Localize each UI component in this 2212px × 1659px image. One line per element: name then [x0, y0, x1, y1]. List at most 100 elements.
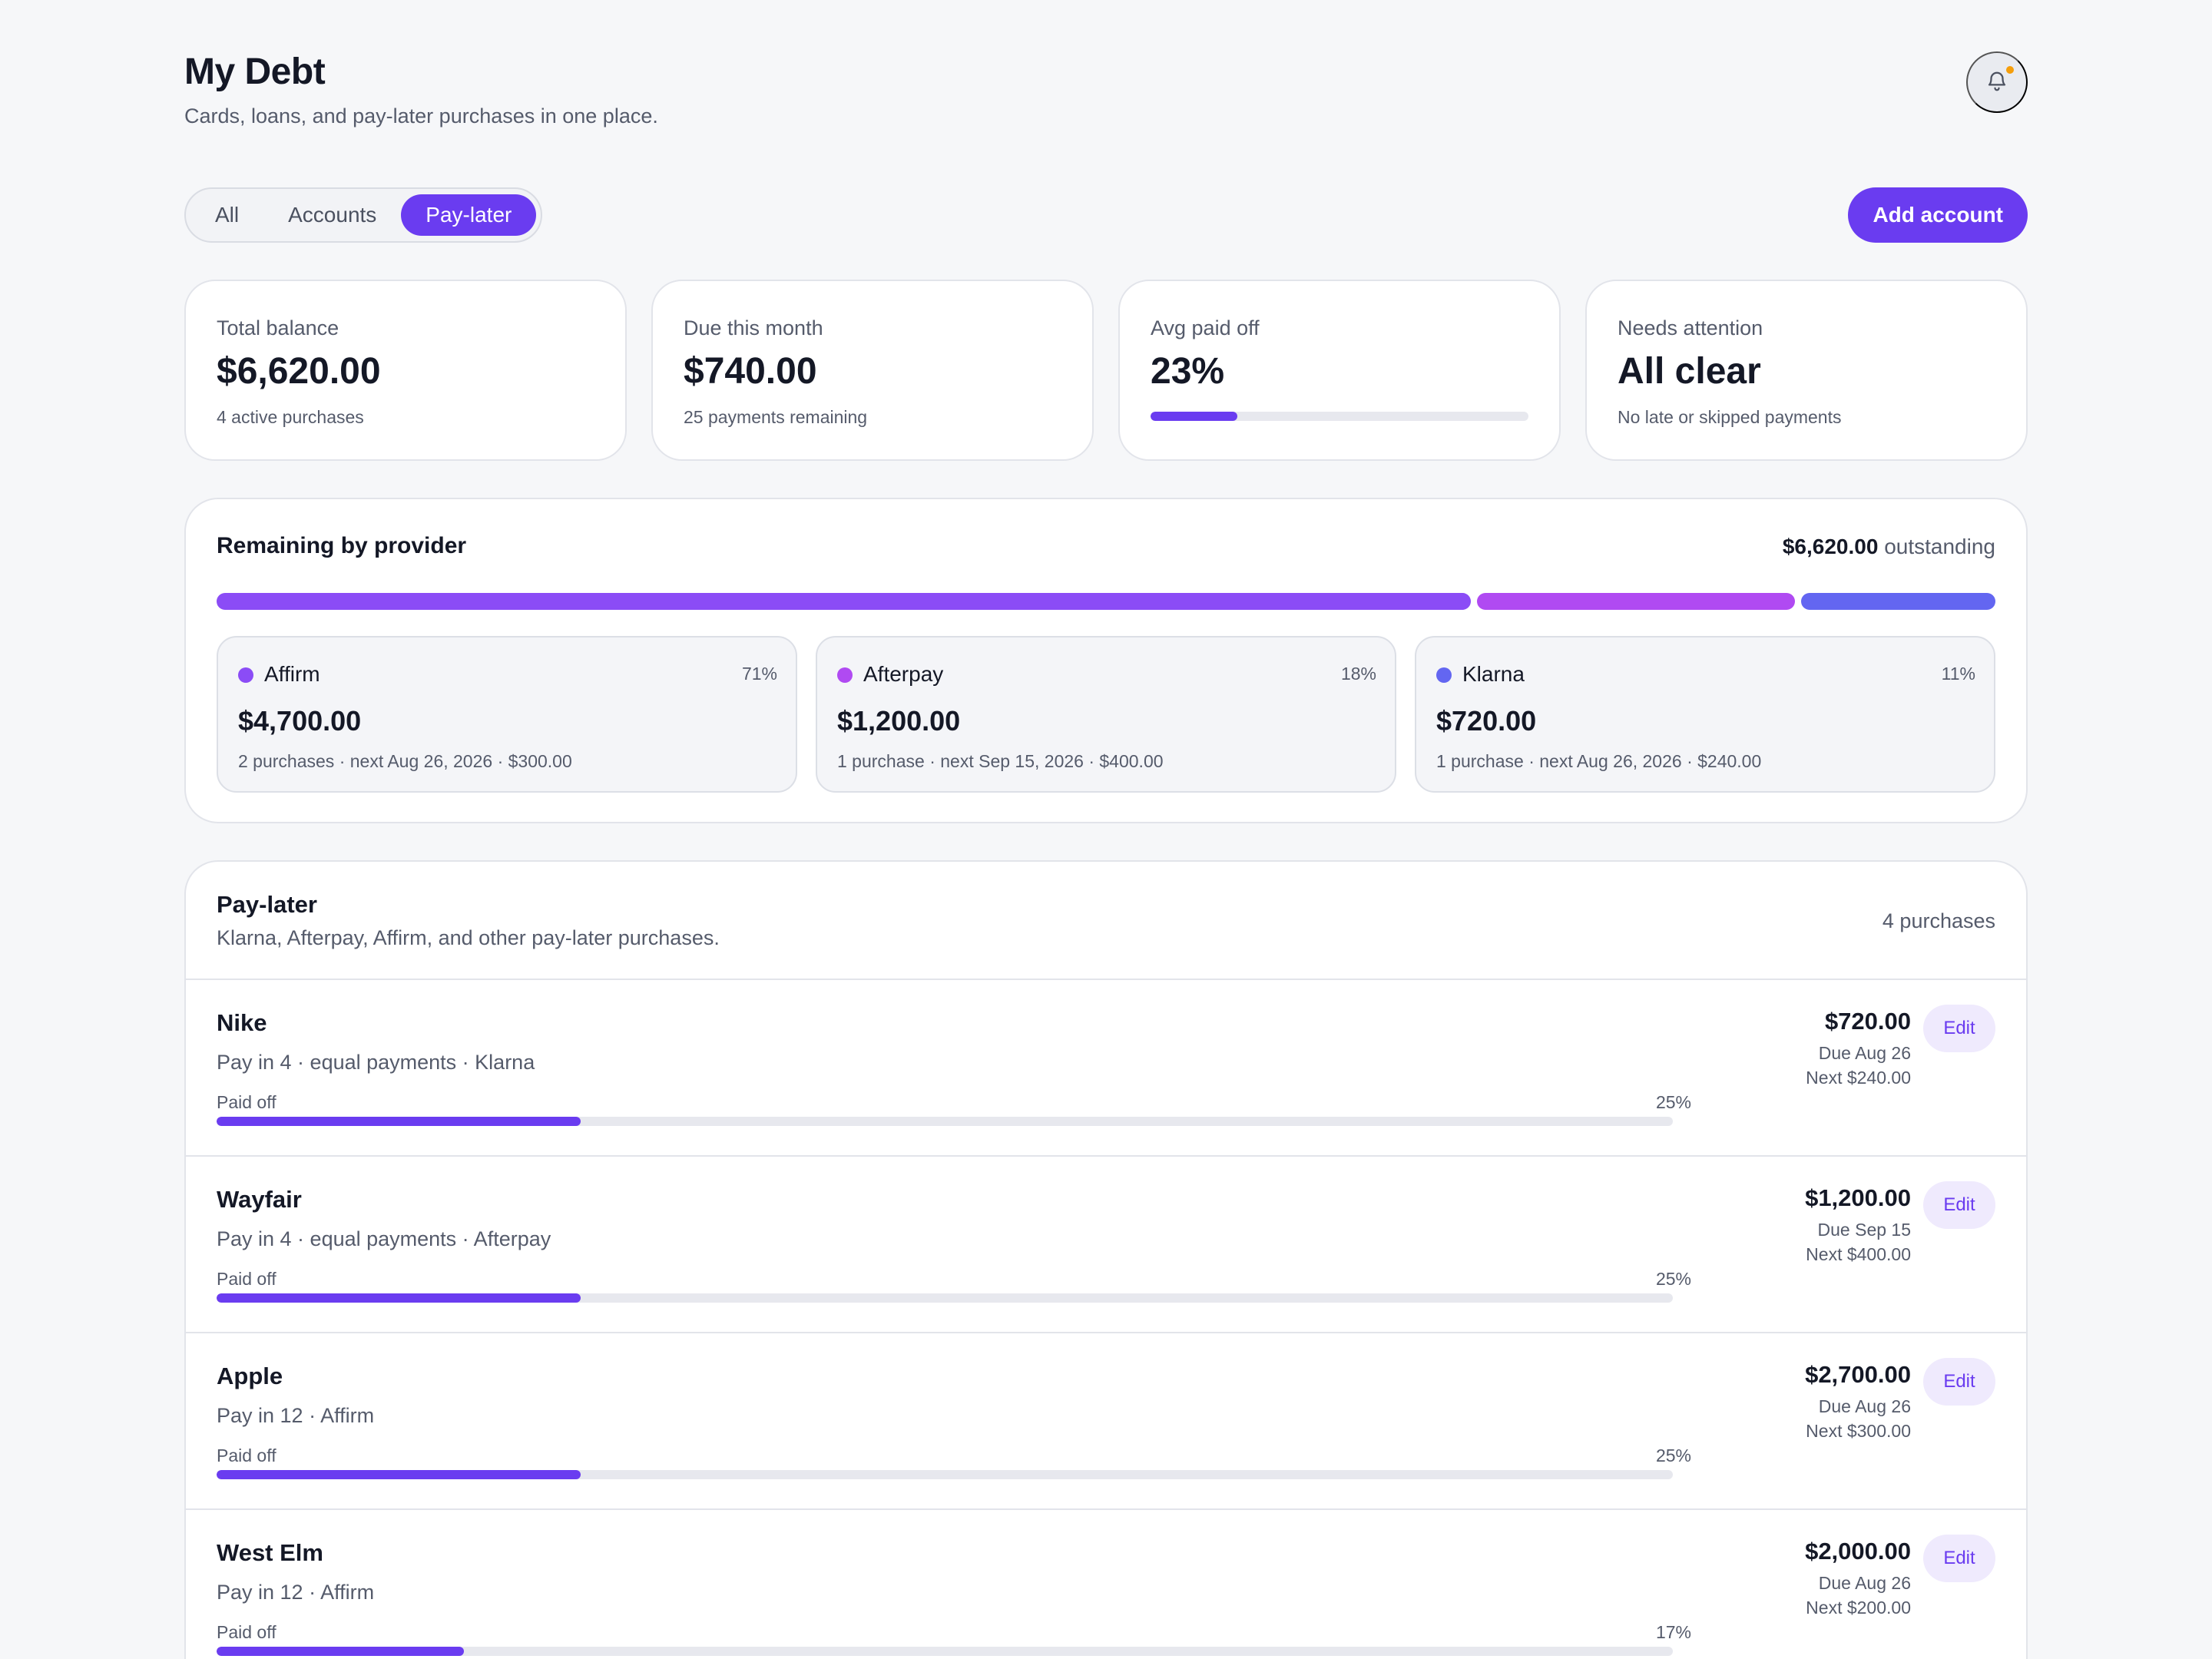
paid-off-percent: 25% — [1655, 1445, 1691, 1465]
purchase-row-west-elm[interactable]: West Elm Pay in 12 · Affirm Paid off 17%… — [186, 1510, 2026, 1659]
provider-share-segment-affirm — [217, 593, 1471, 610]
edit-button[interactable]: Edit — [1923, 1005, 1995, 1052]
add-account-button[interactable]: Add account — [1848, 187, 2028, 243]
purchase-name: West Elm — [217, 1539, 323, 1566]
stat-label: Needs attention — [1618, 316, 1763, 339]
stat-needs-attention: Needs attention All clear No late or ski… — [1585, 280, 2028, 461]
stat-sub: No late or skipped payments — [1618, 407, 1842, 427]
tab-accounts[interactable]: Accounts — [288, 203, 377, 227]
stat-value: All clear — [1618, 351, 1761, 392]
purchase-next-payment: Next $240.00 — [1806, 1068, 1911, 1088]
purchase-plan: Pay in 4 · equal payments · Klarna — [217, 1051, 535, 1074]
avg-paid-progress-bar — [1151, 412, 1528, 421]
stat-avg-paid-off: Avg paid off 23% — [1118, 280, 1561, 461]
paid-off-label: Paid off — [217, 1092, 276, 1112]
paid-off-progress-fill — [217, 1470, 581, 1479]
provider-share-segment-afterpay — [1476, 593, 1795, 610]
toolbar: All Accounts Pay-later Add account — [184, 187, 2028, 243]
purchase-name: Apple — [217, 1363, 283, 1389]
purchase-plan: Pay in 4 · equal payments · Afterpay — [217, 1227, 551, 1250]
provider-percent: 18% — [1340, 664, 1376, 684]
purchase-next-payment: Next $300.00 — [1806, 1421, 1911, 1441]
purchase-amount: $2,700.00 — [1805, 1361, 1911, 1388]
paid-off-label: Paid off — [217, 1445, 276, 1465]
paid-off-percent: 25% — [1655, 1269, 1691, 1289]
header: My Debt Cards, loans, and pay-later purc… — [184, 0, 2028, 154]
purchase-amount: $720.00 — [1824, 1008, 1911, 1035]
provider-color-dot — [1436, 667, 1452, 683]
provider-share-bar — [217, 593, 1995, 610]
provider-color-dot — [837, 667, 853, 683]
purchase-row-wayfair[interactable]: Wayfair Pay in 4 · equal payments · Afte… — [186, 1157, 2026, 1333]
paid-off-label: Paid off — [217, 1622, 276, 1642]
provider-card-afterpay[interactable]: Afterpay 18% $1,200.00 1 purchase · next… — [816, 636, 1396, 793]
provider-share-segment-klarna — [1800, 593, 1995, 610]
pay-later-list-header: Pay-later Klarna, Afterpay, Affirm, and … — [186, 862, 2026, 980]
provider-percent: 11% — [1941, 664, 1975, 684]
bell-icon — [1985, 70, 2008, 95]
purchase-due-date: Due Aug 26 — [1818, 1396, 1911, 1416]
provider-panel-title: Remaining by provider — [217, 533, 467, 558]
provider-amount: $1,200.00 — [837, 705, 961, 737]
stat-sub: 25 payments remaining — [684, 407, 868, 427]
page-subtitle: Cards, loans, and pay-later purchases in… — [184, 104, 658, 127]
edit-button[interactable]: Edit — [1923, 1535, 1995, 1582]
pay-later-subtitle: Klarna, Afterpay, Affirm, and other pay-… — [217, 926, 720, 949]
paid-off-label: Paid off — [217, 1269, 276, 1289]
provider-name: Klarna — [1462, 662, 1525, 686]
provider-name: Affirm — [264, 662, 320, 686]
pay-later-list-panel: Pay-later Klarna, Afterpay, Affirm, and … — [184, 860, 2028, 1659]
provider-card-affirm[interactable]: Affirm 71% $4,700.00 2 purchases · next … — [217, 636, 797, 793]
stat-label: Total balance — [217, 316, 339, 339]
paid-off-progress-fill — [217, 1647, 465, 1656]
provider-percent: 71% — [741, 664, 777, 684]
stat-value: $740.00 — [684, 351, 817, 392]
stat-label: Avg paid off — [1151, 316, 1260, 339]
provider-total: $6,620.00 outstanding — [1783, 535, 1995, 559]
stat-due-this-month: Due this month $740.00 25 payments remai… — [651, 280, 1094, 461]
avg-paid-progress-fill — [1151, 412, 1238, 421]
paid-off-progress-fill — [217, 1293, 581, 1303]
purchase-due-date: Due Sep 15 — [1817, 1220, 1911, 1240]
provider-amount: $720.00 — [1436, 705, 1537, 737]
paid-off-percent: 17% — [1655, 1622, 1691, 1642]
purchase-next-payment: Next $200.00 — [1806, 1598, 1911, 1618]
provider-details: 1 purchase · next Aug 26, 2026 · $240.00 — [1436, 751, 1762, 771]
purchase-row-nike[interactable]: Nike Pay in 4 · equal payments · Klarna … — [186, 980, 2026, 1157]
edit-button[interactable]: Edit — [1923, 1358, 1995, 1406]
filter-segmented-control: All Accounts Pay-later — [184, 187, 543, 243]
provider-total-suffix: outstanding — [1884, 535, 1995, 558]
edit-button[interactable]: Edit — [1923, 1181, 1995, 1229]
paid-off-progress-bar — [217, 1293, 1673, 1303]
provider-total-amount: $6,620.00 — [1782, 535, 1879, 558]
purchase-next-payment: Next $400.00 — [1806, 1244, 1911, 1264]
notification-dot — [2005, 65, 2015, 75]
pay-later-count: 4 purchases — [1882, 909, 1995, 932]
stat-total-balance: Total balance $6,620.00 4 active purchas… — [184, 280, 627, 461]
purchase-row-apple[interactable]: Apple Pay in 12 · Affirm Paid off 25% $2… — [186, 1333, 2026, 1510]
purchase-amount: $1,200.00 — [1805, 1184, 1911, 1211]
remaining-by-provider-panel: Remaining by provider $6,620.00 outstand… — [184, 498, 2028, 823]
provider-name: Afterpay — [863, 662, 944, 686]
provider-color-dot — [238, 667, 253, 683]
pay-later-title: Pay-later — [217, 891, 317, 918]
provider-details: 2 purchases · next Aug 26, 2026 · $300.0… — [238, 751, 572, 771]
tab-all[interactable]: All — [215, 203, 240, 227]
paid-off-progress-bar — [217, 1117, 1673, 1126]
stat-value: 23% — [1151, 351, 1225, 392]
purchase-name: Nike — [217, 1009, 267, 1036]
main-container: My Debt Cards, loans, and pay-later purc… — [184, 0, 2028, 1659]
notifications-button[interactable] — [1966, 51, 2028, 113]
stat-sub: 4 active purchases — [217, 407, 364, 427]
paid-off-progress-bar — [217, 1647, 1673, 1656]
purchase-due-date: Due Aug 26 — [1818, 1573, 1911, 1593]
provider-card-klarna[interactable]: Klarna 11% $720.00 1 purchase · next Aug… — [1415, 636, 1995, 793]
stats-row: Total balance $6,620.00 4 active purchas… — [184, 280, 2028, 461]
purchase-due-date: Due Aug 26 — [1818, 1043, 1911, 1063]
purchase-plan: Pay in 12 · Affirm — [217, 1404, 375, 1427]
stat-value: $6,620.00 — [217, 351, 381, 392]
tab-pay-later[interactable]: Pay-later — [401, 194, 537, 236]
page-title: My Debt — [184, 51, 326, 92]
paid-off-progress-bar — [217, 1470, 1673, 1479]
